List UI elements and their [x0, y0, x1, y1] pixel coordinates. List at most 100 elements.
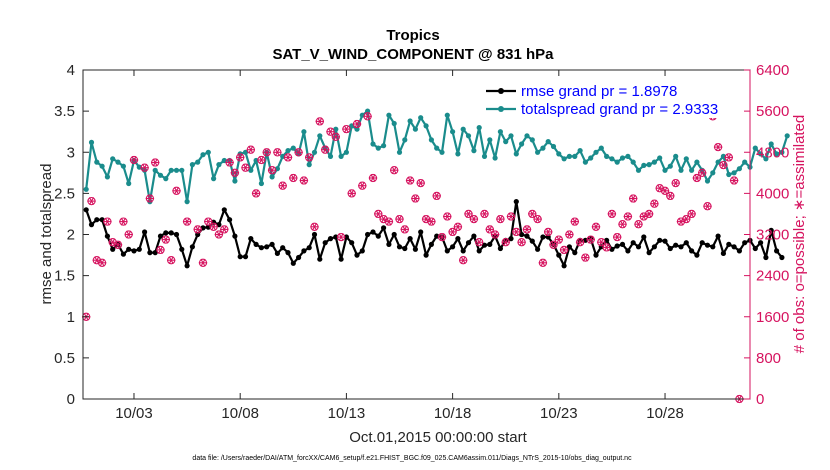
totalspread-point	[529, 137, 535, 143]
y-tick-right-label: 800	[756, 350, 781, 367]
obs-count-point	[443, 212, 452, 221]
obs-assimilated-marker	[370, 174, 376, 182]
totalspread-point	[550, 143, 557, 150]
obs-count-point	[230, 168, 240, 177]
totalspread-point	[465, 133, 472, 139]
rmse-point	[465, 240, 472, 246]
totalspread-point	[556, 151, 562, 157]
obs-assimilated-marker	[322, 145, 328, 154]
obs-assimilated-marker	[524, 225, 530, 234]
totalspread-point	[619, 155, 626, 161]
obs-assimilated-marker	[588, 235, 594, 244]
obs-assimilated-marker	[487, 225, 493, 234]
rmse-point	[694, 252, 700, 258]
obs-count-point	[172, 186, 181, 195]
obs-assimilated-marker	[667, 192, 673, 200]
totalspread-point	[519, 141, 525, 147]
obs-count-point	[644, 209, 654, 219]
obs-count-point	[305, 153, 314, 162]
obs-count-point	[416, 178, 425, 188]
totalspread-point	[248, 167, 254, 173]
totalspread-point	[258, 180, 264, 187]
obs-assimilated-marker	[561, 246, 567, 254]
obs-count-point	[326, 127, 335, 136]
obs-assimilated-marker	[338, 233, 344, 241]
totalspread-point	[540, 145, 546, 151]
obs-count-point	[554, 235, 563, 244]
obs-count-point	[384, 217, 394, 226]
totalspread-point	[195, 159, 201, 165]
rmse-point	[258, 245, 264, 251]
obs-assimilated-marker	[94, 256, 100, 265]
obs-count-point	[310, 222, 319, 231]
obs-assimilated-marker	[460, 256, 466, 265]
x-tick-label: 10/23	[540, 405, 578, 422]
totalspread-point	[625, 153, 631, 159]
obs-assimilated-marker	[365, 112, 371, 121]
obs-assimilated-marker	[720, 161, 726, 169]
y-axis-label-right: # of obs: o=possible; ∗=assimilated	[791, 115, 808, 354]
obs-assimilated-marker	[296, 148, 302, 157]
obs-assimilated-marker	[216, 230, 222, 239]
rmse-point	[391, 231, 397, 238]
obs-assimilated-marker	[630, 194, 636, 203]
totalspread-point	[604, 153, 610, 159]
y-tick-left-label: 1	[67, 309, 75, 326]
legend-rmse-marker	[498, 88, 504, 94]
obs-assimilated-marker	[683, 215, 689, 223]
totalspread-point	[561, 156, 567, 162]
y-tick-right-label: 0	[756, 391, 764, 408]
x-tick-label: 10/13	[328, 405, 366, 422]
totalspread-point	[110, 156, 116, 162]
rmse-point	[667, 245, 673, 252]
legend-rmse-label: rmse grand pr = 1.8978	[521, 83, 677, 100]
y-tick-right-label: 4000	[756, 185, 789, 202]
rmse-point	[83, 207, 89, 213]
obs-assimilated-marker	[168, 256, 174, 265]
totalspread-point	[503, 139, 509, 145]
rmse-point	[402, 245, 408, 252]
totalspread-point	[301, 129, 307, 135]
totalspread-point	[391, 120, 397, 127]
rmse-point	[248, 236, 254, 242]
totalspread-point	[88, 139, 95, 145]
obs-count-point	[453, 222, 463, 231]
obs-assimilated-marker	[439, 233, 445, 241]
data-file-footnote: data file: /Users/raeder/DAI/ATM_forcXX/…	[192, 455, 632, 462]
rmse-point	[455, 236, 461, 242]
obs-assimilated-marker	[131, 156, 137, 164]
totalspread-point	[317, 133, 323, 139]
totalspread-point	[614, 159, 620, 165]
totalspread-point	[715, 159, 721, 165]
rmse-point	[476, 248, 482, 254]
rmse-point	[625, 248, 631, 254]
rmse-point	[768, 227, 774, 233]
rmse-point	[253, 241, 259, 247]
obs-assimilated-marker	[657, 184, 663, 193]
obs-count-point	[182, 217, 192, 226]
rmse-point	[163, 230, 169, 236]
obs-assimilated-marker	[423, 215, 429, 223]
obs-count-point	[283, 153, 293, 162]
obs-count-point	[236, 153, 245, 162]
obs-count-point	[262, 148, 271, 157]
totalspread-point	[678, 167, 684, 173]
x-tick-label: 10/28	[646, 405, 684, 422]
rmse-point	[763, 254, 769, 261]
totalspread-point	[115, 159, 121, 165]
obs-count-point	[591, 222, 601, 231]
rmse-point	[715, 233, 721, 239]
ticks-layer: 0 0.5 1 1.5 2 2.5 3 3.5 4 0 800 1600 2400 3200 4000 480…	[54, 62, 789, 422]
totalspread-point	[481, 153, 488, 159]
rmse-point	[726, 241, 732, 247]
totalspread-point	[211, 176, 217, 182]
obs-assimilated-marker	[614, 233, 620, 241]
obs-assimilated-marker	[381, 215, 387, 223]
rmse-point	[375, 233, 381, 239]
rmse-point	[662, 238, 668, 244]
rmse-point	[396, 244, 403, 250]
totalspread-point	[582, 159, 589, 165]
obs-count-point	[469, 214, 479, 224]
x-tick-label: 10/03	[115, 405, 153, 422]
obs-assimilated-marker	[375, 210, 381, 218]
